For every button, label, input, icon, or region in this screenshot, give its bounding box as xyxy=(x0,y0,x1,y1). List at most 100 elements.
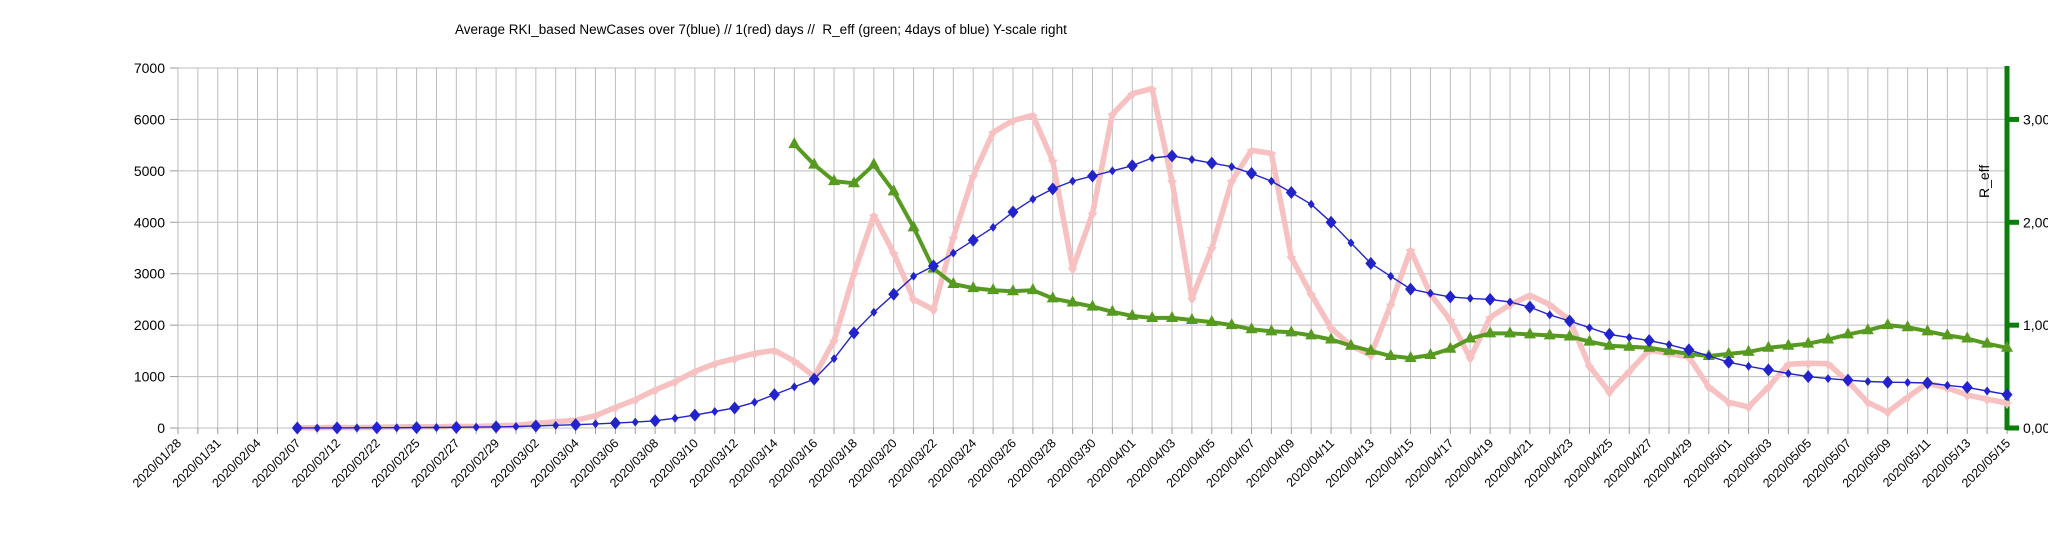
newcases-7day-marker xyxy=(313,423,321,433)
newcases-1day-marker xyxy=(630,398,641,406)
newcases-7day-marker xyxy=(1307,199,1315,209)
newcases-7day-marker xyxy=(1643,334,1655,348)
newcases-7day-marker xyxy=(609,416,621,430)
newcases-7day-marker xyxy=(1625,332,1633,342)
reff-marker xyxy=(1941,328,1954,340)
newcases-7day-marker xyxy=(2001,388,2013,402)
newcases-1day-marker xyxy=(1544,303,1555,311)
reff-marker xyxy=(1722,346,1735,358)
newcases-7day-marker xyxy=(1228,162,1236,172)
reff-marker xyxy=(1404,351,1417,363)
newcases-1day-marker xyxy=(789,360,800,368)
newcases-1day-marker xyxy=(1763,385,1774,393)
reff-marker xyxy=(1344,338,1357,350)
newcases-7day-marker xyxy=(689,408,701,422)
reff-marker xyxy=(1861,323,1874,335)
newcases-1day-marker xyxy=(1365,353,1376,361)
reff-marker xyxy=(1166,310,1179,322)
reff-marker xyxy=(1185,313,1198,324)
reff-marker xyxy=(808,157,821,169)
reff-marker xyxy=(1543,328,1556,340)
newcases-1day-marker xyxy=(1306,293,1317,301)
newcases-1day-marker xyxy=(1167,180,1178,188)
newcases-1day-marker xyxy=(1286,256,1297,264)
newcases-7day-marker xyxy=(1921,376,1933,390)
newcases-7day-marker xyxy=(1723,355,1735,369)
newcases-1day-marker xyxy=(1266,152,1277,160)
newcases-7day-marker xyxy=(1405,282,1417,296)
newcases-7day-marker xyxy=(1943,380,1951,390)
newcases-7day-marker xyxy=(1864,376,1872,386)
newcases-1day-marker xyxy=(1007,119,1018,127)
y-left-tick-label: 2000 xyxy=(134,317,165,333)
reff-marker xyxy=(1046,291,1059,303)
newcases-7day-marker xyxy=(790,382,798,392)
y-left-tick-label: 3000 xyxy=(134,266,165,282)
newcases-7day-marker xyxy=(353,423,361,433)
newcases-7day-marker xyxy=(888,287,900,301)
newcases-1day-marker xyxy=(1743,405,1754,413)
reff-marker xyxy=(1583,334,1596,346)
newcases-1day-marker xyxy=(1942,386,1953,394)
newcases-1day-marker xyxy=(1206,247,1217,254)
series-newcases-7day xyxy=(291,149,2013,435)
newcases-7day-marker xyxy=(1166,149,1178,163)
reff-marker xyxy=(1822,332,1835,344)
newcases-1day-marker xyxy=(948,236,959,244)
newcases-1day-marker xyxy=(829,339,840,347)
reff-marker xyxy=(887,184,900,196)
newcases-7day-marker xyxy=(1347,238,1355,248)
newcases-1day-marker xyxy=(1982,398,1993,406)
reff-marker xyxy=(987,283,1000,295)
newcases-1day-marker xyxy=(1882,411,1893,419)
newcases-7day-marker xyxy=(1705,351,1713,361)
newcases-7day-marker xyxy=(1484,292,1496,306)
y-left-tick-label: 1000 xyxy=(134,369,165,385)
newcases-7day-marker xyxy=(512,421,520,431)
newcases-7day-marker xyxy=(1206,156,1218,170)
reff-marker xyxy=(1086,299,1099,311)
newcases-1day-marker xyxy=(868,214,879,222)
newcases-7day-marker xyxy=(393,423,401,433)
newcases-7day-marker xyxy=(411,421,423,435)
newcases-1day-marker xyxy=(610,406,621,414)
newcases-7day-marker xyxy=(1586,323,1594,333)
newcases-1day-marker xyxy=(1604,391,1615,398)
newcases-7day-marker xyxy=(631,417,639,427)
series-reff xyxy=(788,137,2013,363)
newcases-7day-marker xyxy=(768,388,780,402)
reff-marker xyxy=(1742,344,1755,356)
newcases-1day-marker xyxy=(1445,319,1456,326)
newcases-7day-marker xyxy=(1983,386,1991,396)
reff-marker xyxy=(1006,284,1019,296)
newcases-1day-marker xyxy=(689,370,700,378)
newcases-1day-marker xyxy=(908,298,919,306)
newcases-7day-marker xyxy=(1665,340,1673,350)
newcases-7day-marker xyxy=(1029,194,1037,204)
newcases-7day-marker xyxy=(1603,327,1615,341)
newcases-1day-marker xyxy=(1326,327,1337,335)
reff-marker xyxy=(2001,340,2013,352)
newcases-7day-marker xyxy=(1824,374,1832,384)
newcases-7day-marker xyxy=(1426,288,1434,298)
newcases-7day-marker xyxy=(1745,361,1753,371)
newcases-1day-marker xyxy=(650,388,661,396)
newcases-1day-marker xyxy=(1962,394,1973,402)
newcases-7day-marker xyxy=(1564,314,1576,328)
newcases-7day-marker xyxy=(1961,380,1973,394)
newcases-7day-marker xyxy=(1444,290,1456,304)
newcases-1day-marker xyxy=(1047,159,1058,167)
reff-marker xyxy=(1523,327,1536,339)
newcases-1day-marker xyxy=(1803,362,1814,370)
newcases-7day-marker xyxy=(450,420,462,434)
newcases-1day-marker xyxy=(1147,87,1158,95)
reff-marker xyxy=(1265,324,1278,336)
newcases-7day-marker xyxy=(1802,370,1814,384)
newcases-7day-marker xyxy=(530,419,542,433)
newcases-7day-marker xyxy=(808,372,820,386)
newcases-1day-marker xyxy=(1067,267,1078,275)
newcases-1day-marker xyxy=(1246,149,1257,157)
newcases-1day-marker xyxy=(1862,401,1873,409)
newcases-1day-marker xyxy=(1504,303,1515,311)
